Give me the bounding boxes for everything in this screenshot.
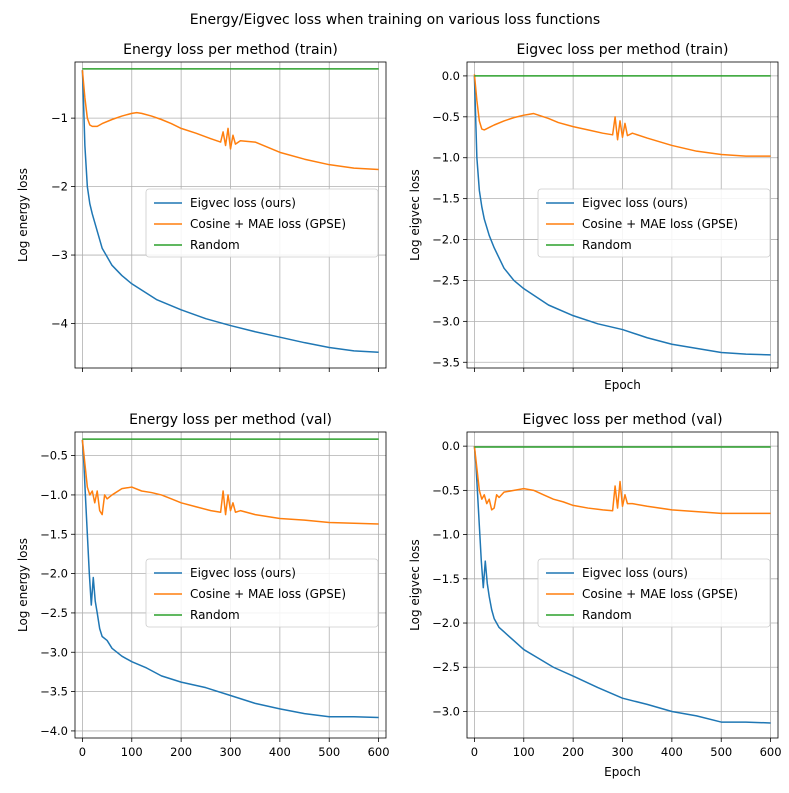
series-line-eigvec: [81, 439, 379, 719]
y-tick-label: −2.0: [40, 567, 68, 581]
series-line-gpse: [473, 446, 771, 515]
y-tick-label: −1.0: [432, 151, 460, 165]
x-tick-label: 500: [318, 745, 340, 759]
subplot-title: Eigvec loss per method (val): [522, 412, 722, 428]
y-tick-label: −4.0: [40, 724, 68, 738]
x-tick-label: 500: [710, 745, 732, 759]
y-tick-label: −2.5: [432, 273, 460, 287]
subplot-eigvec-val: 0 100 200 300 400 500 600 −3.0 −2.5 −2.0 −1.5 −1.0 −…: [408, 412, 782, 779]
y-tick-label: −1.5: [432, 572, 460, 586]
y-tick-label: −3: [51, 248, 68, 262]
y-tick-label: −2.5: [40, 606, 68, 620]
y-tick-label: −0.5: [432, 483, 460, 497]
y-tick-label: −4: [51, 317, 68, 331]
legend: Eigvec loss (ours) Cosine + MAE loss (GPS…: [145, 558, 379, 628]
y-tick-label: −0.5: [40, 449, 68, 463]
y-tick-label: −3.0: [432, 314, 460, 328]
y-tick-label: −3.5: [40, 685, 68, 699]
series-line-eigvec: [81, 70, 379, 354]
series-line-gpse: [81, 70, 379, 171]
y-axis-label: Log eigvec loss: [408, 539, 422, 631]
x-tick-label: 100: [121, 745, 143, 759]
x-tick-label: 0: [79, 745, 86, 759]
x-tick-label: 400: [269, 745, 291, 759]
figure-suptitle: Energy/Eigvec loss when training on vari…: [190, 12, 600, 28]
y-tick-label: −2: [51, 180, 68, 194]
x-tick-label: 200: [562, 745, 584, 759]
legend-label: Eigvec loss (ours): [190, 566, 296, 580]
x-tick-label: 300: [220, 745, 242, 759]
subplot-energy-train: −4 −3 −2 −1 Energy loss per method (train) Lo…: [16, 42, 387, 372]
y-tick-label: −0.5: [432, 110, 460, 124]
legend: Eigvec loss (ours) Cosine + MAE loss (GPS…: [537, 188, 771, 258]
legend-label: Cosine + MAE loss (GPSE): [190, 587, 346, 601]
legend: Eigvec loss (ours) Cosine + MAE loss (GPS…: [537, 558, 771, 628]
y-tick-label: −1.5: [40, 527, 68, 541]
subplot-title: Energy loss per method (val): [129, 412, 332, 428]
x-tick-label: 600: [760, 745, 782, 759]
legend-box: [145, 188, 379, 258]
x-tick-label: 200: [170, 745, 192, 759]
series-line-gpse: [81, 439, 379, 525]
y-tick-label: −1.0: [432, 528, 460, 542]
series-line-eigvec: [473, 75, 771, 356]
x-tick-label: 400: [661, 745, 683, 759]
legend-label: Random: [582, 608, 632, 622]
x-axis-label: Epoch: [604, 378, 641, 392]
legend-label: Eigvec loss (ours): [190, 196, 296, 210]
y-tick-label: −2.0: [432, 233, 460, 247]
y-tick-label: −1.5: [432, 192, 460, 206]
y-tick-label: −3.0: [40, 645, 68, 659]
legend-label: Random: [582, 238, 632, 252]
series-line-eigvec: [473, 446, 771, 724]
x-tick-label: 0: [471, 745, 478, 759]
x-tick-label: 100: [513, 745, 535, 759]
y-tick-label: −3.0: [432, 704, 460, 718]
y-tick-label: 0.0: [442, 439, 460, 453]
y-tick-label: −1.0: [40, 488, 68, 502]
legend-box: [145, 558, 379, 628]
y-tick-label: −1: [51, 111, 68, 125]
legend-label: Eigvec loss (ours): [582, 196, 688, 210]
x-tick-label: 600: [368, 745, 390, 759]
y-tick-label: −2.0: [432, 616, 460, 630]
legend-label: Random: [190, 238, 240, 252]
legend-label: Eigvec loss (ours): [582, 566, 688, 580]
series-line-gpse: [473, 74, 771, 157]
x-tick-label: 300: [612, 745, 634, 759]
legend-label: Random: [190, 608, 240, 622]
subplot-energy-val: 0 100 200 300 400 500 600 −4.0 −3.5 −3.0 −2.5 −2.0 −…: [16, 412, 390, 759]
x-axis-label: Epoch: [604, 765, 641, 779]
subplot-title: Eigvec loss per method (train): [517, 42, 729, 58]
subplot-eigvec-train: −3.5 −3.0 −2.5 −2.0 −1.5 −1.0 −0.5 0.0 Eigvec lo…: [408, 42, 779, 392]
y-axis-label: Log energy loss: [16, 538, 30, 632]
y-axis-label: Log energy loss: [16, 168, 30, 262]
y-tick-label: −2.5: [432, 660, 460, 674]
legend-box: [537, 558, 771, 628]
y-tick-label: −3.5: [432, 355, 460, 369]
y-tick-label: 0.0: [442, 69, 460, 83]
legend-label: Cosine + MAE loss (GPSE): [582, 587, 738, 601]
legend-label: Cosine + MAE loss (GPSE): [582, 217, 738, 231]
legend: Eigvec loss (ours) Cosine + MAE loss (GPS…: [145, 188, 379, 258]
legend-label: Cosine + MAE loss (GPSE): [190, 217, 346, 231]
subplot-title: Energy loss per method (train): [123, 42, 338, 58]
legend-box: [537, 188, 771, 258]
y-axis-label: Log eigvec loss: [408, 169, 422, 261]
